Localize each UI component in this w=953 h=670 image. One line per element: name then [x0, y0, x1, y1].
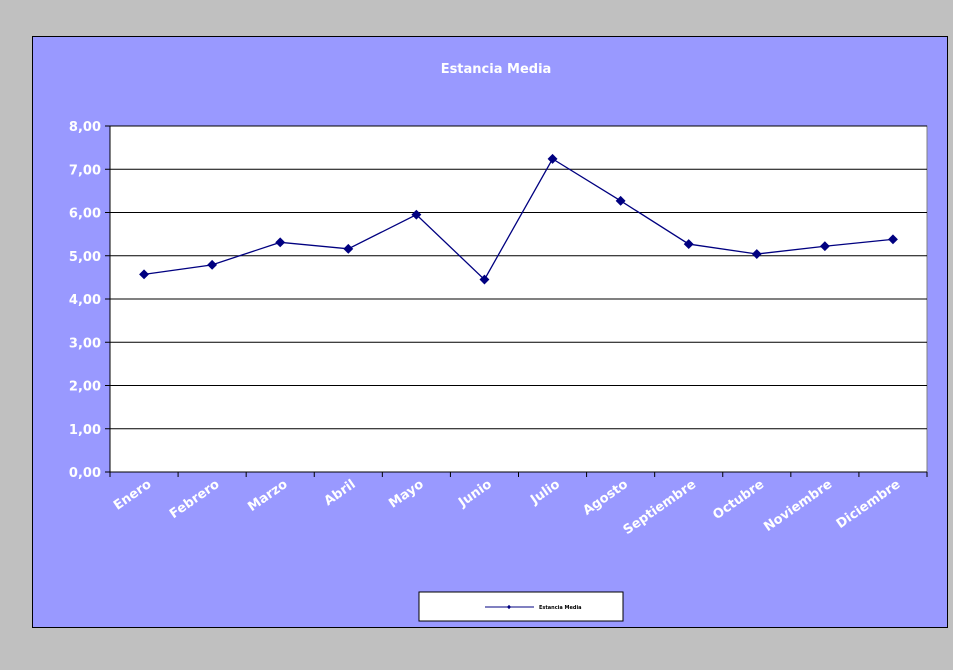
data-point-marker — [343, 243, 354, 254]
y-tick-label: 4,00 — [69, 293, 101, 308]
x-tick-label: Septiembre — [621, 477, 699, 538]
gridlines — [110, 125, 927, 430]
data-point-marker — [615, 195, 626, 206]
chart-title: Estancia Media — [441, 62, 552, 77]
x-tick-label: Agosto — [580, 477, 631, 519]
x-tick-label: Mayo — [386, 477, 426, 512]
x-tick-label: Febrero — [167, 477, 222, 522]
y-axis-tick-labels: 0,00 1,00 2,00 3,00 4,00 5,00 6,00 7,00 8,00 — [69, 120, 101, 481]
x-tick-label: Octubre — [710, 477, 767, 523]
series-line — [143, 157, 894, 281]
legend: Estancia Media — [418, 591, 624, 622]
x-tick-label: Julio — [527, 477, 563, 508]
legend-label: Estancia Media — [539, 605, 582, 611]
legend-marker-swatch — [506, 604, 512, 610]
y-tick-label: 5,00 — [69, 250, 101, 265]
chart-area: Estancia Media 0,00 1,00 2,00 3,00 4,00 5,00 6… — [32, 36, 948, 628]
data-point-marker — [819, 241, 830, 252]
y-tick-label: 6,00 — [69, 207, 101, 222]
y-tick-label: 8,00 — [69, 120, 101, 135]
y-tick-label: 3,00 — [69, 336, 101, 351]
data-point-marker — [207, 259, 218, 270]
data-point-marker — [275, 237, 286, 248]
data-point-marker — [683, 239, 694, 250]
x-tick-label: Enero — [111, 477, 154, 514]
x-tick-label: Marzo — [245, 477, 290, 515]
y-tick-label: 0,00 — [69, 466, 101, 481]
x-tick-label: Diciembre — [834, 477, 904, 532]
axes — [105, 125, 928, 477]
x-tick-label: Abril — [322, 477, 359, 509]
x-axis-tick-labels: Enero Febrero Marzo Abril Mayo Junio Julio Agos… — [111, 477, 903, 538]
y-tick-label: 1,00 — [69, 423, 101, 438]
y-tick-label: 2,00 — [69, 380, 101, 395]
x-tick-label: Junio — [455, 477, 495, 511]
x-tick-label: Noviembre — [761, 477, 835, 535]
data-point-marker — [888, 234, 898, 245]
data-point-marker — [547, 153, 558, 164]
data-point-marker — [411, 209, 422, 220]
line-chart: Estancia Media 0,00 1,00 2,00 3,00 4,00 5,00 6… — [69, 62, 928, 622]
data-point-marker — [751, 249, 762, 259]
y-tick-label: 7,00 — [69, 163, 101, 178]
